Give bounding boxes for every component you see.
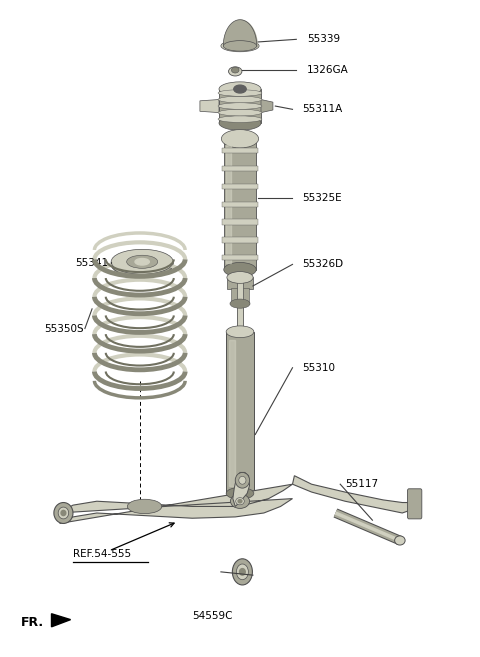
Ellipse shape (218, 102, 262, 109)
Bar (226, 332, 254, 493)
Ellipse shape (237, 564, 248, 579)
Ellipse shape (111, 250, 173, 274)
Text: 55311A: 55311A (302, 104, 342, 114)
Ellipse shape (218, 109, 262, 116)
Ellipse shape (61, 510, 66, 516)
Text: 55339: 55339 (307, 34, 340, 44)
Bar (222, 202, 258, 207)
Ellipse shape (111, 252, 173, 277)
Ellipse shape (239, 476, 246, 484)
Text: 54559C: 54559C (192, 612, 233, 622)
Bar (237, 276, 243, 332)
Ellipse shape (228, 67, 242, 76)
Ellipse shape (231, 67, 239, 73)
Ellipse shape (218, 116, 262, 122)
Text: 55326D: 55326D (302, 260, 343, 269)
Text: 55310: 55310 (302, 363, 335, 373)
Bar (222, 237, 258, 242)
Ellipse shape (127, 499, 162, 514)
Bar (227, 277, 253, 289)
Ellipse shape (58, 507, 69, 519)
Ellipse shape (240, 568, 245, 575)
Bar (222, 166, 258, 171)
Ellipse shape (219, 116, 261, 130)
Polygon shape (200, 99, 219, 112)
Ellipse shape (230, 299, 250, 308)
Ellipse shape (218, 97, 262, 102)
Polygon shape (292, 476, 410, 513)
Text: FR.: FR. (21, 616, 44, 629)
Ellipse shape (127, 255, 157, 268)
Text: 55341: 55341 (75, 258, 108, 268)
Ellipse shape (226, 326, 254, 338)
Ellipse shape (221, 40, 259, 52)
Bar (231, 288, 249, 304)
Ellipse shape (235, 472, 250, 488)
Polygon shape (233, 472, 250, 507)
Ellipse shape (395, 536, 405, 545)
Ellipse shape (224, 262, 256, 277)
Bar (219, 89, 261, 123)
Polygon shape (59, 484, 292, 524)
Polygon shape (51, 614, 71, 627)
Ellipse shape (234, 85, 246, 93)
Ellipse shape (238, 499, 242, 503)
Polygon shape (261, 99, 273, 112)
Ellipse shape (219, 82, 261, 97)
Bar (229, 340, 235, 486)
Ellipse shape (232, 559, 252, 585)
Ellipse shape (218, 90, 262, 97)
Bar (222, 219, 258, 225)
Bar (222, 255, 258, 260)
Ellipse shape (227, 271, 253, 283)
Bar (222, 148, 258, 153)
Bar (222, 184, 258, 189)
Ellipse shape (230, 494, 250, 509)
Ellipse shape (236, 497, 244, 505)
Text: 1326GA: 1326GA (307, 65, 348, 75)
Text: 55117: 55117 (345, 479, 378, 489)
Ellipse shape (221, 129, 259, 148)
Bar (224, 139, 256, 269)
Bar (226, 145, 231, 263)
FancyBboxPatch shape (408, 489, 422, 519)
Ellipse shape (135, 258, 149, 265)
Ellipse shape (223, 41, 257, 51)
Bar (237, 302, 243, 335)
Text: 55325E: 55325E (302, 193, 342, 202)
Ellipse shape (226, 487, 254, 499)
Text: REF.54-555: REF.54-555 (73, 549, 131, 559)
Text: 55350S: 55350S (44, 323, 84, 334)
Ellipse shape (54, 503, 73, 524)
